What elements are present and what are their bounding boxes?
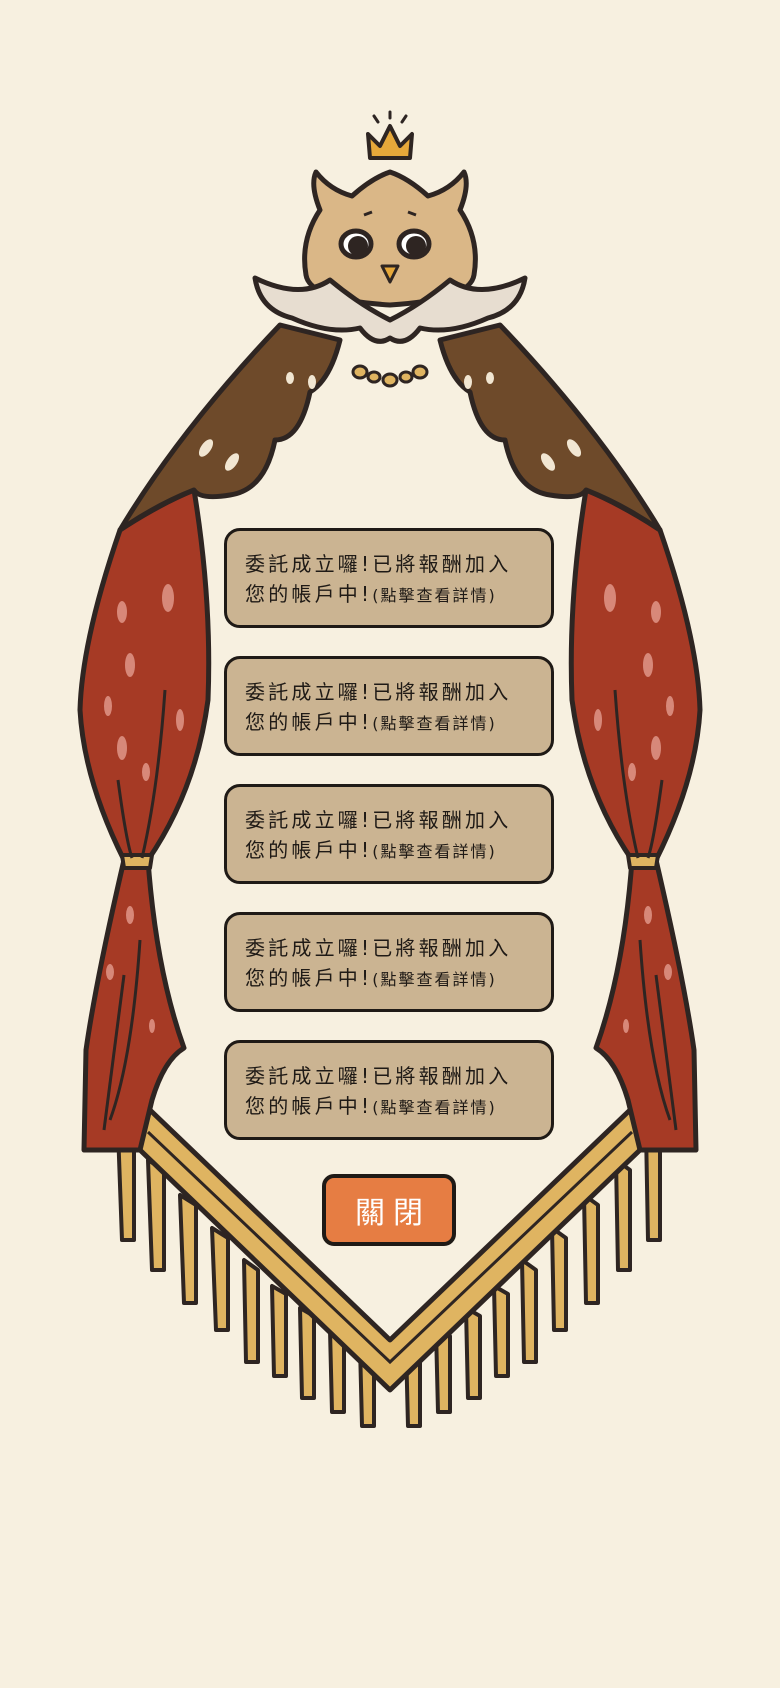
notice-account-text: 您的帳戶中! — [245, 1094, 373, 1118]
close-button[interactable]: 關閉 — [322, 1174, 456, 1246]
notice-account-text: 您的帳戶中! — [245, 710, 373, 734]
notice-message-line2: 您的帳戶中!(點擊查看詳情) — [245, 835, 533, 867]
notice-item[interactable]: 委託成立囉!已將報酬加入 您的帳戶中!(點擊查看詳情) — [224, 528, 554, 628]
notice-message-line2: 您的帳戶中!(點擊查看詳情) — [245, 579, 533, 611]
notice-message: 委託成立囉!已將報酬加入 — [245, 680, 512, 704]
notice-item[interactable]: 委託成立囉!已將報酬加入 您的帳戶中!(點擊查看詳情) — [224, 784, 554, 884]
notice-item[interactable]: 委託成立囉!已將報酬加入 您的帳戶中!(點擊查看詳情) — [224, 1040, 554, 1140]
notice-message: 委託成立囉!已將報酬加入 — [245, 552, 512, 576]
notice-details-link[interactable]: (點擊查看詳情) — [372, 586, 497, 605]
notice-details-link[interactable]: (點擊查看詳情) — [372, 842, 497, 861]
notice-account-text: 您的帳戶中! — [245, 966, 373, 990]
curtain-right-icon — [568, 487, 703, 1153]
notice-details-link[interactable]: (點擊查看詳情) — [372, 1098, 497, 1117]
curtain-left-icon — [77, 487, 212, 1153]
owl-wings-icon — [117, 322, 663, 533]
notice-account-text: 您的帳戶中! — [245, 582, 373, 606]
notice-list: 委託成立囉!已將報酬加入 您的帳戶中!(點擊查看詳情) 委託成立囉!已將報酬加入 您的… — [224, 528, 554, 1168]
crown-icon — [366, 110, 414, 160]
notice-message-line2: 您的帳戶中!(點擊查看詳情) — [245, 1091, 533, 1123]
notice-message: 委託成立囉!已將報酬加入 — [245, 1064, 512, 1088]
notice-item[interactable]: 委託成立囉!已將報酬加入 您的帳戶中!(點擊查看詳情) — [224, 912, 554, 1012]
notice-details-link[interactable]: (點擊查看詳情) — [372, 714, 497, 733]
notice-account-text: 您的帳戶中! — [245, 838, 373, 862]
notice-message: 委託成立囉!已將報酬加入 — [245, 808, 512, 832]
notice-details-link[interactable]: (點擊查看詳情) — [372, 970, 497, 989]
notice-message: 委託成立囉!已將報酬加入 — [245, 936, 512, 960]
owl-king-icon — [252, 169, 528, 388]
notice-item[interactable]: 委託成立囉!已將報酬加入 您的帳戶中!(點擊查看詳情) — [224, 656, 554, 756]
notice-message-line2: 您的帳戶中!(點擊查看詳情) — [245, 707, 533, 739]
notice-message-line2: 您的帳戶中!(點擊查看詳情) — [245, 963, 533, 995]
